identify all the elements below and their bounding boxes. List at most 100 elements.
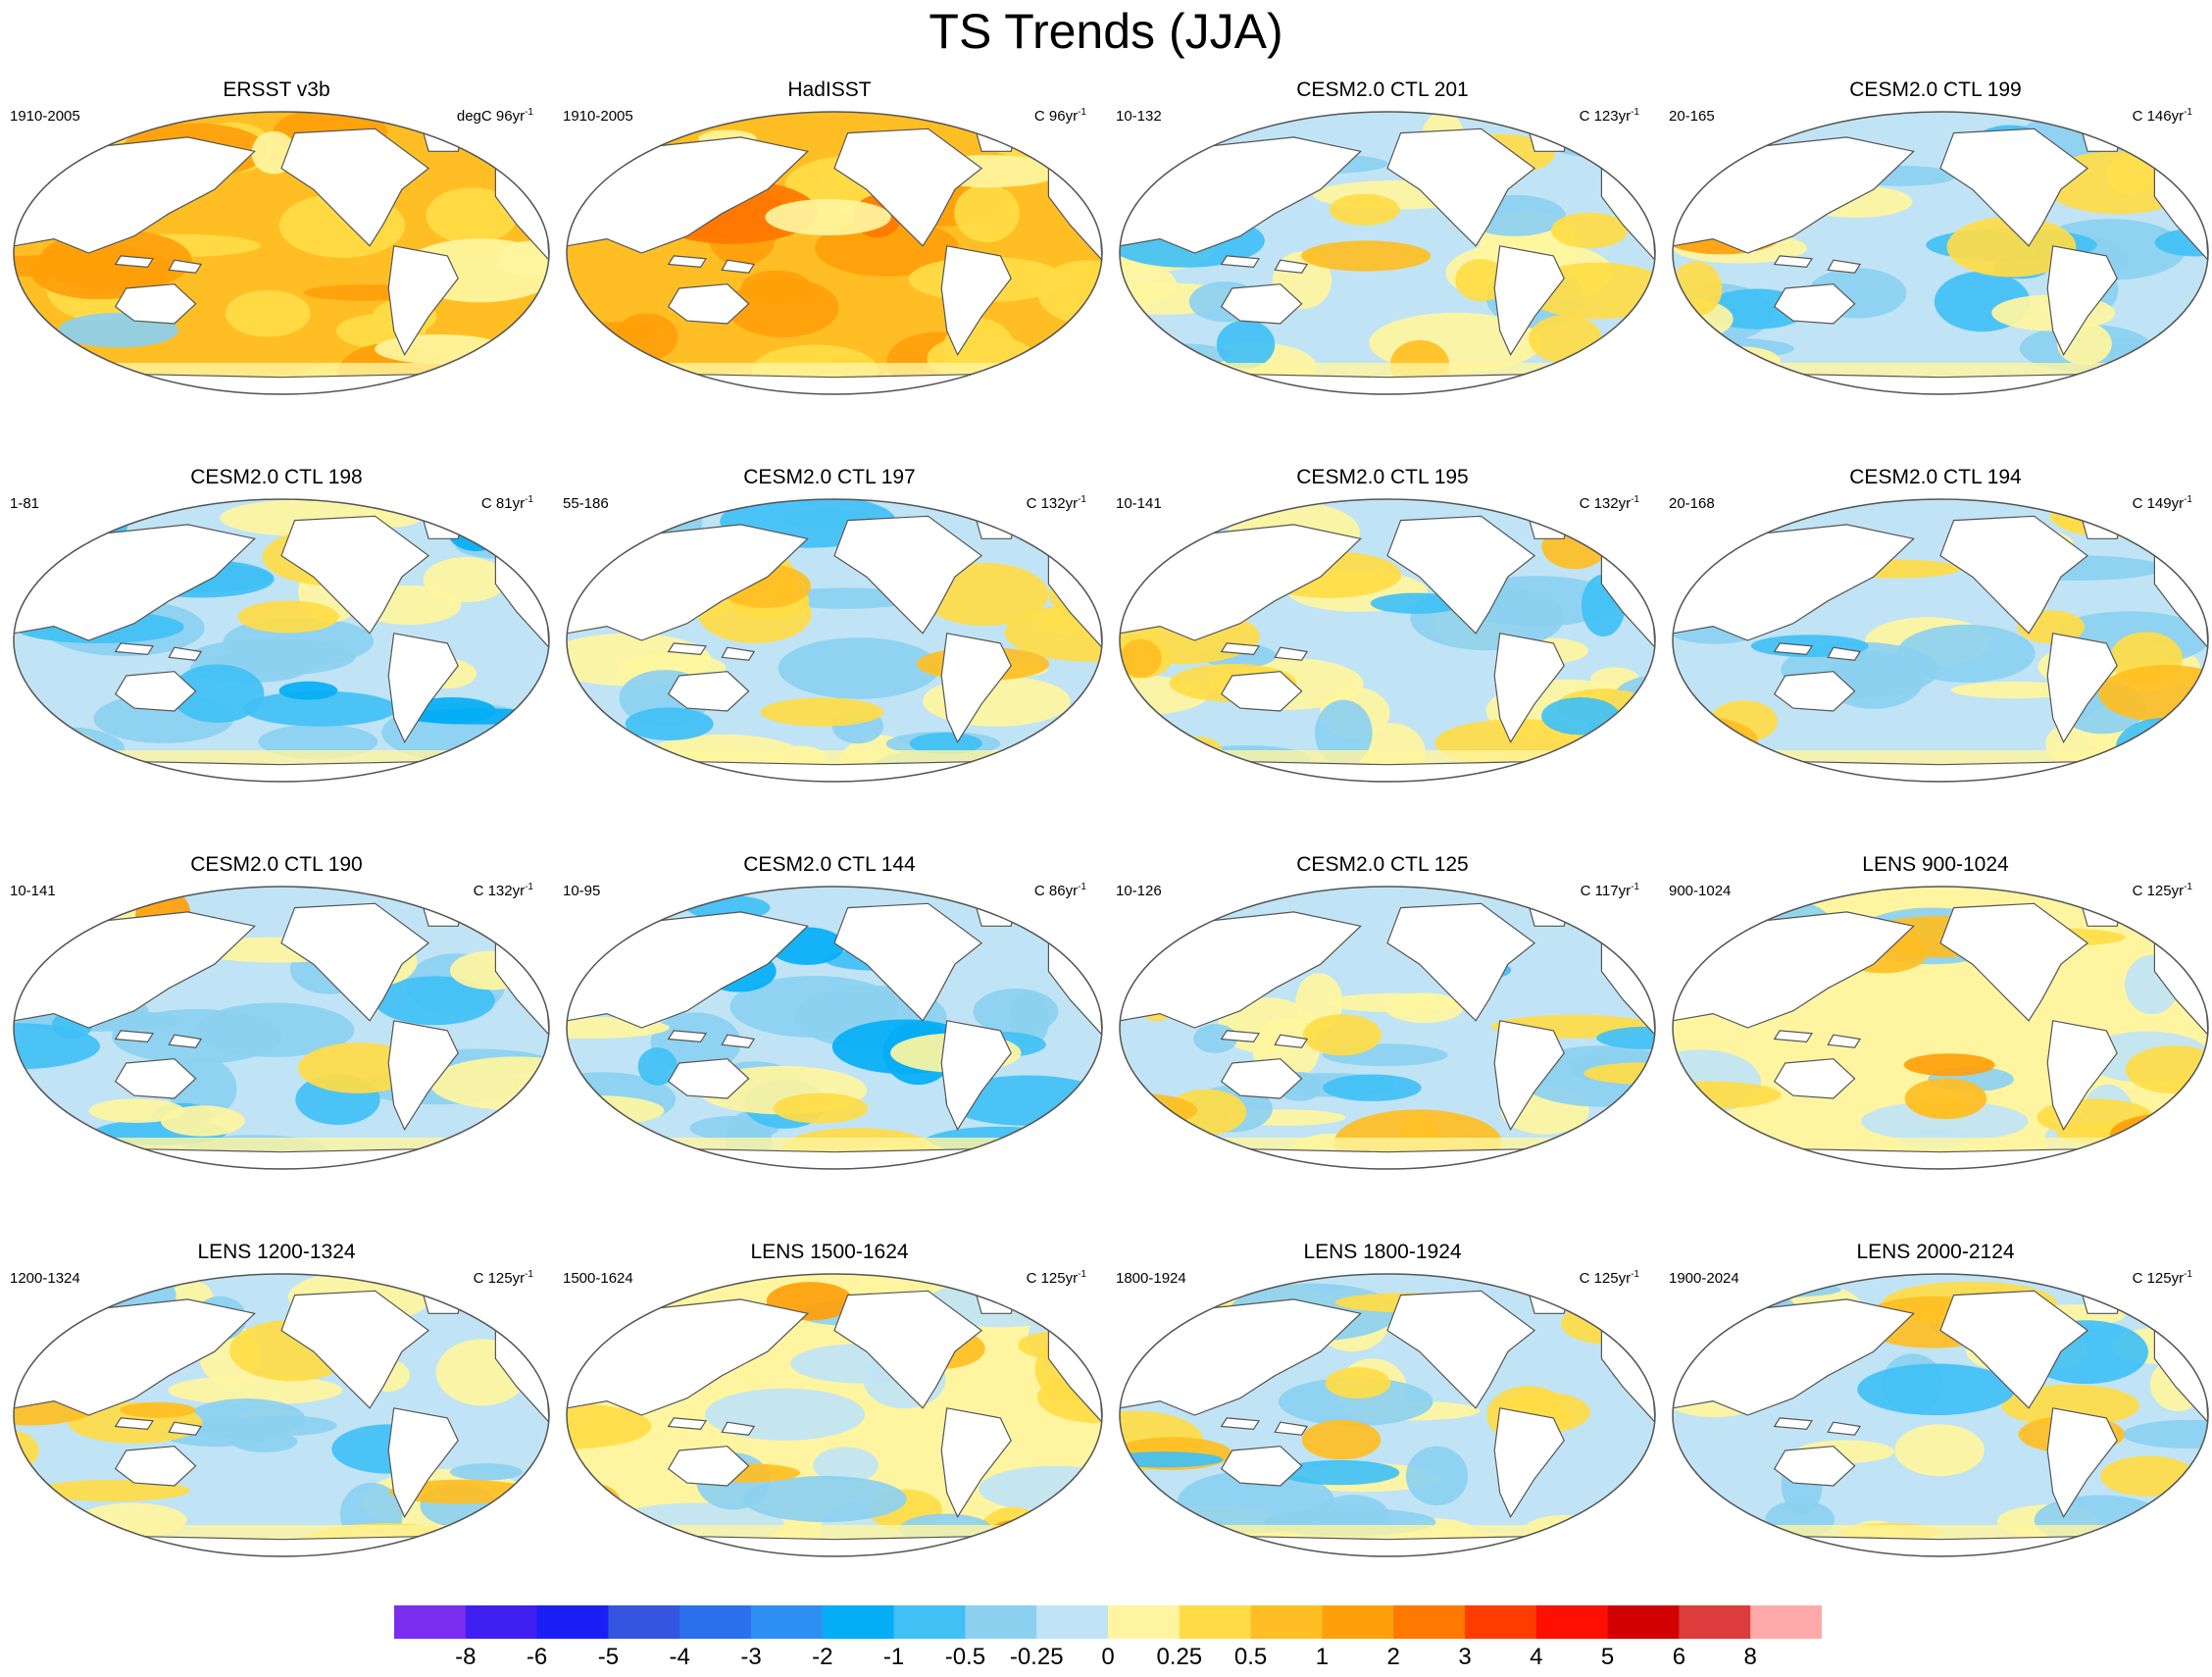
colorbar-box (536, 1605, 609, 1639)
land-mass (1274, 646, 1309, 661)
colorbar-tick-label: -0.5 (944, 1644, 986, 1670)
land-mass (1939, 127, 2089, 247)
land-mass (1386, 515, 1536, 635)
land-mass (168, 646, 203, 661)
map-panel: ERSST v3b 1910-2005 degC 96yr-1 (0, 0, 553, 395)
map-field (1672, 886, 2209, 1170)
panel-units: C 125yr-1 (2132, 882, 2192, 899)
land-mass (387, 1020, 459, 1131)
map-panel: LENS 1200-1324 1200-1324 C 125yr-1 (0, 1150, 553, 1557)
land-mass (1773, 1446, 1856, 1487)
land-mass (2046, 1407, 2118, 1518)
map-panel: LENS 1500-1624 1500-1624 C 125yr-1 (553, 1150, 1106, 1557)
colorbar-tick-label: 0 (1101, 1644, 1115, 1670)
land-mass (833, 515, 983, 635)
trend-region (1904, 1078, 1987, 1120)
trend-region (567, 1402, 652, 1449)
land-mass (833, 902, 983, 1022)
land-mass (940, 633, 1012, 743)
land-mass (1220, 1058, 1303, 1099)
panel-title: LENS 1500-1624 (750, 1241, 909, 1263)
land-mass (940, 1407, 1012, 1518)
land-mass (1220, 255, 1261, 269)
map-border (13, 111, 550, 395)
panel-title: LENS 2000-2124 (1856, 1241, 2015, 1263)
map-panel: CESM2.0 CTL 198 1-81 C 81yr-1 (0, 376, 553, 783)
map-border (566, 111, 1103, 395)
trend-region (577, 1484, 622, 1527)
panel-title: CESM2.0 CTL 199 (1849, 78, 2022, 101)
land-mass (721, 259, 756, 274)
land-mass (1220, 1417, 1261, 1431)
trend-region (2142, 1274, 2208, 1336)
land-mass (1773, 642, 1814, 656)
panel-units: C 132yr-1 (1026, 494, 1086, 512)
panel-units: C 125yr-1 (2132, 1269, 2192, 1287)
colorbar-box (1535, 1605, 1609, 1639)
trend-region (765, 199, 891, 235)
land-mass (833, 1290, 983, 1409)
panel-units: C 125yr-1 (1579, 1269, 1639, 1287)
map-border (566, 886, 1103, 1170)
land-mass (1773, 1417, 1814, 1431)
panel-title: CESM2.0 CTL 125 (1296, 853, 1469, 876)
land-mass (1773, 255, 1814, 269)
trend-region (1405, 1446, 1469, 1506)
trend-region (978, 1506, 1049, 1556)
colorbar-box (1393, 1605, 1466, 1639)
land-mass (1673, 911, 1915, 1029)
map-panel: CESM2.0 CTL 125 10-126 C 117yr-1 (1106, 763, 1659, 1170)
land-mass (1120, 1298, 1362, 1416)
trend-region (1323, 1074, 1422, 1101)
panel-period: 1800-1924 (1116, 1270, 1186, 1287)
map-panel: LENS 900-1024 900-1024 C 125yr-1 (1659, 763, 2212, 1170)
land-mass (168, 1034, 203, 1048)
map-border (1119, 886, 1656, 1170)
land-mass (1386, 127, 1536, 247)
colorbar-tick-label: 4 (1530, 1644, 1543, 1670)
land-mass (721, 646, 756, 661)
land-mass (1493, 245, 1565, 356)
land-mass (1827, 259, 1862, 274)
map-panel: CESM2.0 CTL 195 10-141 C 132yr-1 (1106, 376, 1659, 783)
land-mass (721, 1034, 756, 1048)
land-mass (1673, 524, 1915, 641)
map-field (566, 886, 1103, 1170)
trend-region (909, 733, 982, 755)
panel-units: C 146yr-1 (2132, 107, 2192, 125)
trend-region (29, 116, 112, 150)
map-field (566, 1273, 1103, 1557)
map-field (13, 886, 550, 1170)
land-mass (1120, 524, 1362, 641)
land-mass (1220, 642, 1261, 656)
trend-region (1551, 212, 1629, 249)
map-panel: CESM2.0 CTL 201 10-132 C 123yr-1 (1106, 0, 1659, 395)
colorbar-box (1108, 1605, 1181, 1639)
map-field (1119, 111, 1656, 395)
panel-title: CESM2.0 CTL 198 (190, 466, 363, 488)
land-mass (114, 1030, 155, 1043)
land-mass (114, 671, 197, 712)
land-mass (1827, 1421, 1862, 1436)
land-mass (2046, 245, 2118, 356)
colorbar-box (1465, 1605, 1537, 1639)
map-field (1119, 886, 1656, 1170)
land-mass (667, 283, 750, 325)
map-field (13, 111, 550, 395)
trend-region (1946, 216, 2077, 278)
land-mass (1493, 633, 1565, 743)
colorbar (394, 1605, 1822, 1639)
trend-region (1896, 624, 2036, 683)
panel-period: 20-168 (1669, 495, 1715, 512)
colorbar-tick-label: -4 (669, 1644, 690, 1670)
colorbar-tick-label: 0.5 (1233, 1644, 1268, 1670)
land-mass (387, 633, 459, 743)
trend-region (168, 1375, 343, 1405)
land-mass (1493, 1407, 1565, 1518)
land-mass (567, 1298, 809, 1416)
trend-region (225, 289, 311, 337)
panel-title: CESM2.0 CTL 201 (1296, 78, 1469, 101)
trend-region (727, 278, 839, 337)
land-mass (168, 1421, 203, 1436)
land-mass (114, 1417, 155, 1431)
